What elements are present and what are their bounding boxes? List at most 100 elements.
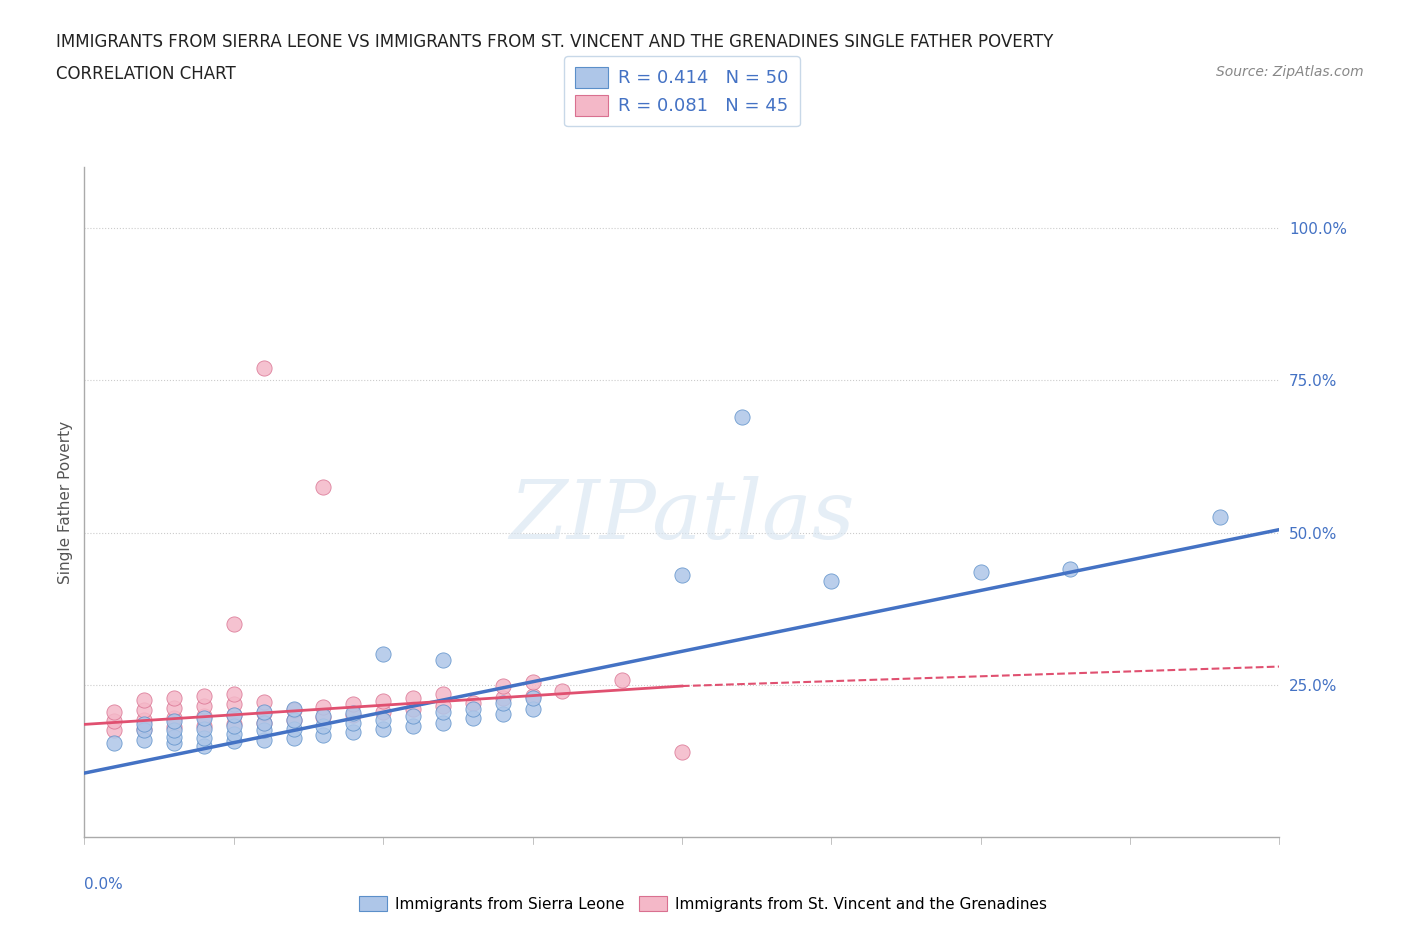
- Point: [342, 706, 364, 721]
- Point: [163, 700, 186, 715]
- Point: [253, 715, 276, 730]
- Point: [163, 729, 186, 744]
- Point: [551, 684, 574, 698]
- Point: [222, 708, 245, 723]
- Point: [193, 698, 215, 713]
- Point: [253, 723, 276, 737]
- Point: [222, 697, 245, 711]
- Point: [371, 647, 394, 662]
- Text: 0.0%: 0.0%: [84, 877, 124, 892]
- Point: [253, 705, 276, 720]
- Point: [342, 697, 364, 711]
- Text: IMMIGRANTS FROM SIERRA LEONE VS IMMIGRANTS FROM ST. VINCENT AND THE GRENADINES S: IMMIGRANTS FROM SIERRA LEONE VS IMMIGRAN…: [56, 33, 1053, 50]
- Point: [312, 700, 335, 715]
- Point: [163, 720, 186, 735]
- Point: [371, 712, 394, 727]
- Text: ZIPatlas: ZIPatlas: [509, 475, 855, 555]
- Point: [132, 712, 156, 727]
- Point: [132, 723, 156, 737]
- Point: [193, 718, 215, 733]
- Point: [820, 574, 842, 589]
- Point: [1059, 562, 1081, 577]
- Point: [312, 709, 335, 724]
- Point: [492, 691, 515, 706]
- Point: [492, 707, 515, 722]
- Point: [371, 705, 394, 720]
- Point: [163, 711, 186, 725]
- Point: [671, 568, 693, 583]
- Point: [193, 711, 215, 725]
- Point: [461, 711, 484, 725]
- Point: [132, 717, 156, 732]
- Point: [461, 702, 484, 717]
- Point: [522, 691, 544, 706]
- Point: [253, 732, 276, 747]
- Point: [283, 730, 305, 745]
- Point: [371, 721, 394, 736]
- Point: [103, 736, 125, 751]
- Point: [432, 686, 454, 701]
- Point: [432, 698, 454, 713]
- Point: [522, 702, 544, 717]
- Point: [342, 715, 364, 730]
- Point: [193, 709, 215, 724]
- Point: [193, 688, 215, 703]
- Point: [402, 718, 425, 733]
- Point: [253, 361, 276, 376]
- Point: [103, 705, 125, 720]
- Point: [1208, 510, 1230, 525]
- Point: [731, 409, 754, 424]
- Legend: Immigrants from Sierra Leone, Immigrants from St. Vincent and the Grenadines: Immigrants from Sierra Leone, Immigrants…: [353, 889, 1053, 918]
- Point: [671, 744, 693, 759]
- Point: [432, 715, 454, 730]
- Point: [253, 695, 276, 710]
- Point: [132, 732, 156, 747]
- Point: [193, 721, 215, 736]
- Point: [222, 734, 245, 749]
- Point: [163, 736, 186, 751]
- Point: [492, 696, 515, 711]
- Point: [253, 706, 276, 721]
- Point: [132, 703, 156, 718]
- Point: [342, 708, 364, 723]
- Point: [132, 721, 156, 736]
- Point: [371, 694, 394, 709]
- Point: [222, 718, 245, 733]
- Point: [283, 702, 305, 717]
- Point: [312, 710, 335, 724]
- Point: [193, 738, 215, 753]
- Point: [283, 712, 305, 727]
- Point: [103, 714, 125, 729]
- Point: [163, 691, 186, 706]
- Point: [132, 693, 156, 708]
- Point: [253, 715, 276, 730]
- Y-axis label: Single Father Poverty: Single Father Poverty: [58, 420, 73, 584]
- Point: [222, 726, 245, 741]
- Point: [432, 653, 454, 668]
- Point: [342, 724, 364, 739]
- Point: [222, 617, 245, 631]
- Point: [610, 672, 633, 687]
- Point: [402, 691, 425, 706]
- Point: [432, 705, 454, 720]
- Point: [312, 727, 335, 742]
- Point: [402, 702, 425, 717]
- Point: [522, 688, 544, 703]
- Point: [283, 712, 305, 727]
- Point: [163, 714, 186, 729]
- Point: [163, 723, 186, 737]
- Point: [522, 674, 544, 689]
- Point: [103, 723, 125, 737]
- Point: [283, 703, 305, 718]
- Text: CORRELATION CHART: CORRELATION CHART: [56, 65, 236, 83]
- Point: [492, 679, 515, 694]
- Point: [461, 696, 484, 711]
- Point: [402, 709, 425, 724]
- Legend: R = 0.414   N = 50, R = 0.081   N = 45: R = 0.414 N = 50, R = 0.081 N = 45: [564, 56, 800, 126]
- Point: [969, 565, 991, 579]
- Point: [222, 686, 245, 701]
- Point: [193, 730, 215, 745]
- Point: [222, 708, 245, 723]
- Point: [222, 717, 245, 732]
- Point: [283, 721, 305, 736]
